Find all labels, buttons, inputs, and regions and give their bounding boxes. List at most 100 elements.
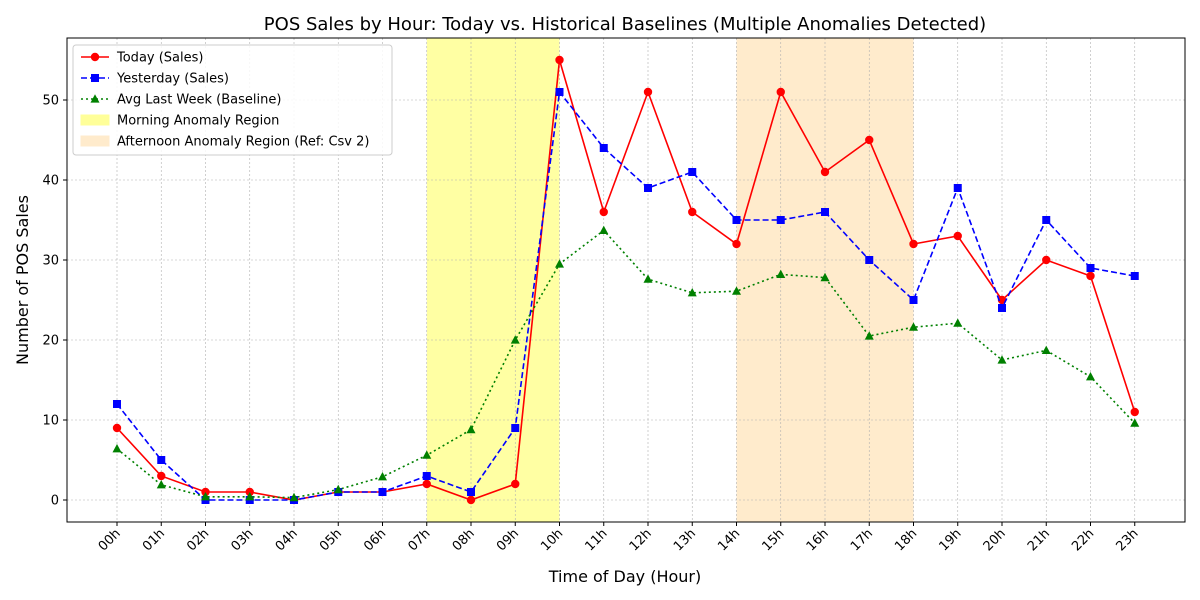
x-tick-label: 09h (494, 526, 522, 554)
y-tick-label: 20 (42, 334, 59, 349)
data-point (422, 472, 431, 480)
data-point (112, 444, 122, 453)
data-point (289, 492, 299, 502)
data-point (865, 135, 874, 145)
data-point (1041, 345, 1051, 354)
data-point (688, 168, 697, 176)
x-tick-label: 02h (184, 526, 212, 554)
data-point (201, 492, 210, 501)
data-point (466, 424, 476, 434)
data-point (1042, 255, 1051, 265)
data-point (643, 87, 653, 97)
x-tick-label: 11h (582, 526, 610, 554)
x-tick-label: 10h (538, 526, 566, 554)
y-tick-label: 50 (42, 94, 59, 109)
data-point (112, 423, 122, 433)
data-point (865, 256, 874, 264)
anomaly-region-1 (426, 38, 560, 522)
plot-area-frame (66, 37, 1186, 523)
data-point (511, 479, 520, 489)
y-tick-label: 10 (42, 414, 59, 429)
data-point (157, 456, 166, 464)
data-point (1130, 418, 1140, 427)
x-tick-label: 18h (892, 526, 920, 554)
data-point (245, 492, 255, 501)
x-tick-label: 00h (96, 526, 124, 554)
axes: 0 10 20 30 40 50 00h 01h 02h 03h 04h 05h 06h 07h 08h 09… (42, 94, 1141, 555)
data-point (909, 239, 918, 249)
data-point (1086, 271, 1095, 281)
x-tick-label: 19h (936, 526, 964, 554)
x-tick-label: 05h (317, 526, 345, 554)
legend-label: Today (Sales) (116, 51, 203, 66)
data-point (466, 495, 476, 505)
legend-marker (90, 94, 100, 103)
x-tick-label: 16h (804, 526, 832, 554)
data-point (1042, 216, 1051, 224)
data-point (820, 167, 830, 177)
data-point (776, 216, 785, 224)
data-point (1130, 272, 1139, 280)
data-point (821, 208, 829, 216)
series-line (116, 59, 1136, 501)
data-point (378, 472, 387, 481)
legend-swatch (80, 114, 110, 126)
x-tick-label: 17h (848, 526, 876, 554)
data-point (688, 207, 697, 217)
data-point (511, 424, 520, 432)
series-line (116, 229, 1136, 499)
data-point (1086, 264, 1095, 272)
data-point (732, 286, 741, 295)
legend-label: Yesterday (Sales) (116, 72, 229, 87)
series-line (116, 90, 1135, 501)
y-axis-label: Number of POS Sales (13, 195, 32, 365)
data-point (953, 184, 962, 192)
data-point (599, 144, 608, 152)
legend-label: Avg Last Week (Baseline) (117, 93, 281, 108)
data-point (378, 488, 387, 496)
data-point (333, 484, 343, 494)
legend-label: Afternoon Anomaly Region (Ref: Csv 2) (117, 135, 369, 150)
series-1 (112, 55, 1139, 505)
data-point (644, 184, 652, 192)
y-tick-label: 0 (51, 494, 59, 509)
data-point (113, 400, 121, 408)
x-tick-label: 12h (627, 526, 655, 554)
legend-label: Morning Anomaly Region (117, 114, 279, 129)
x-axis-label: Time of Day (Hour) (548, 567, 701, 586)
series-2 (113, 88, 1139, 504)
data-point (599, 225, 609, 234)
legend-frame (72, 44, 393, 156)
x-tick-label: 15h (759, 526, 787, 554)
data-point (909, 296, 918, 304)
x-tick-label: 22h (1069, 526, 1097, 554)
x-tick-label: 20h (981, 526, 1009, 554)
data-point (909, 322, 918, 331)
data-point (555, 55, 564, 65)
x-tick-label: 08h (450, 526, 478, 554)
data-point (820, 272, 830, 282)
legend-marker (90, 52, 100, 62)
data-point (422, 450, 432, 459)
x-tick-label: 14h (715, 526, 743, 554)
data-point (157, 471, 166, 481)
data-point (467, 488, 475, 496)
x-tick-label: 06h (361, 526, 389, 554)
data-point (776, 87, 785, 97)
y-tick-label: 30 (42, 254, 59, 269)
data-point (864, 331, 874, 340)
data-point (997, 355, 1007, 364)
x-tick-label: 23h (1113, 526, 1141, 554)
x-tick-label: 03h (228, 526, 256, 554)
x-tick-label: 13h (671, 526, 699, 554)
chart-title: POS Sales by Hour: Today vs. Historical … (264, 14, 986, 35)
data-point (732, 239, 741, 249)
legend-swatch (80, 135, 110, 147)
data-point (156, 480, 166, 489)
data-point (643, 274, 653, 283)
data-point (998, 304, 1006, 312)
series-3 (112, 225, 1140, 502)
data-point (687, 288, 697, 297)
series-lines (112, 55, 1140, 505)
data-point (510, 335, 520, 344)
